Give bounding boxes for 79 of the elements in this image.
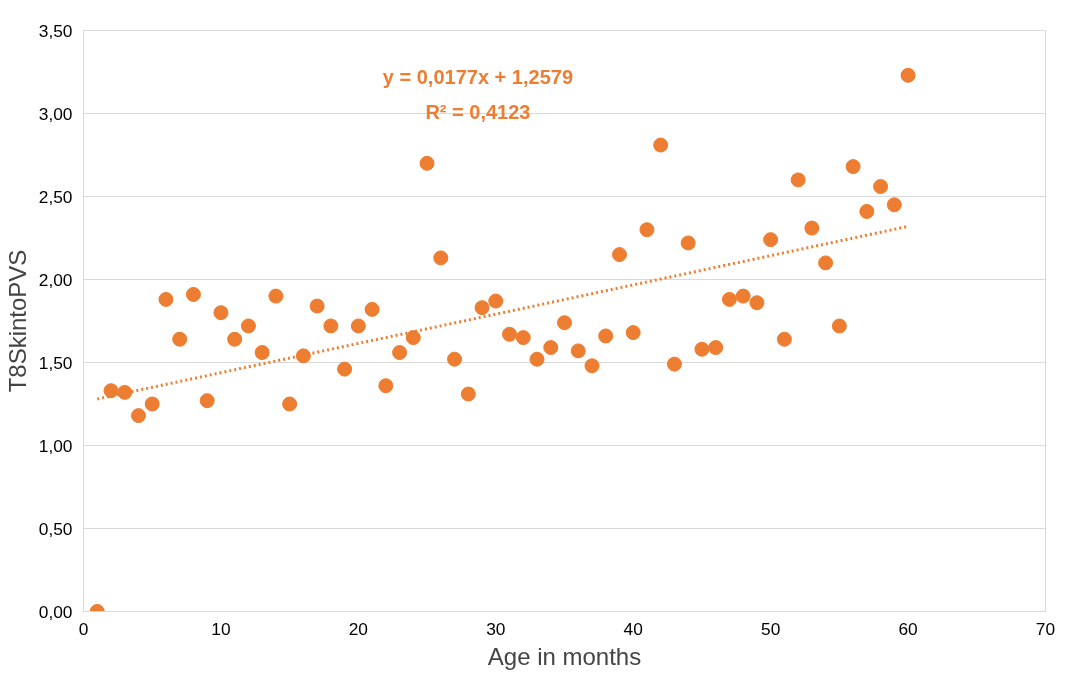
point	[721, 291, 737, 307]
x-axis-title: Age in months	[487, 642, 642, 670]
x-tick-label: 70	[1035, 618, 1056, 639]
point	[419, 155, 435, 171]
point	[502, 326, 518, 342]
point	[227, 331, 243, 347]
point	[337, 361, 353, 377]
y-tick-label: 1,00	[38, 435, 73, 456]
point	[886, 197, 902, 213]
point	[350, 318, 366, 334]
point	[405, 330, 421, 346]
point	[804, 220, 820, 236]
point	[873, 179, 889, 195]
point	[598, 328, 614, 344]
point	[392, 345, 408, 361]
point	[708, 340, 724, 356]
x-tick-label: 10	[211, 618, 231, 639]
point	[213, 305, 229, 321]
y-tick-label: 2,00	[38, 269, 73, 290]
point	[694, 341, 710, 357]
point	[845, 159, 861, 175]
point	[378, 378, 394, 394]
point	[117, 384, 133, 400]
x-tick-label: 20	[348, 618, 368, 639]
point	[130, 408, 146, 424]
point	[282, 396, 298, 412]
y-tick-label: 0,50	[38, 518, 73, 539]
y-tick-label: 0,00	[38, 601, 73, 622]
x-tick-label: 30	[486, 618, 506, 639]
point	[666, 356, 682, 372]
point	[309, 298, 325, 314]
point	[240, 318, 256, 334]
point	[295, 348, 311, 364]
y-tick-label: 3,50	[38, 20, 73, 41]
annotation: R² = 0,4123	[425, 100, 531, 123]
x-tick-label: 60	[898, 618, 918, 639]
point	[790, 172, 806, 188]
point	[460, 386, 476, 402]
point	[611, 247, 627, 263]
point	[199, 393, 215, 409]
point	[185, 286, 201, 302]
point	[639, 222, 655, 238]
point	[364, 301, 380, 317]
x-tick-label: 50	[761, 618, 781, 639]
point	[254, 345, 270, 361]
point	[625, 325, 641, 341]
point	[831, 318, 847, 334]
point	[433, 250, 449, 266]
point	[158, 291, 174, 307]
point	[474, 300, 490, 316]
point	[570, 343, 586, 359]
point	[818, 255, 834, 271]
point	[447, 351, 463, 367]
point	[515, 330, 531, 346]
annotation: y = 0,0177x + 1,2579	[382, 65, 574, 88]
y-tick-label: 3,00	[38, 103, 73, 124]
point	[172, 331, 188, 347]
point	[680, 235, 696, 251]
point	[776, 331, 792, 347]
point	[144, 396, 160, 412]
point	[268, 288, 284, 304]
point	[488, 293, 504, 309]
y-tick-label: 2,50	[38, 186, 73, 207]
point	[859, 203, 875, 219]
point	[557, 315, 572, 331]
point	[763, 232, 779, 248]
point	[529, 351, 545, 367]
point	[735, 288, 751, 304]
x-tick-label: 0	[78, 618, 89, 639]
x-tick-label: 40	[623, 618, 643, 639]
point	[900, 67, 916, 83]
point	[749, 295, 765, 311]
point	[653, 137, 669, 153]
point	[103, 383, 119, 399]
point	[543, 340, 559, 356]
y-tick-label: 1,50	[38, 352, 73, 373]
point	[323, 318, 339, 334]
y-axis-title: T8SkintoPVS	[3, 249, 31, 393]
point	[584, 358, 600, 374]
